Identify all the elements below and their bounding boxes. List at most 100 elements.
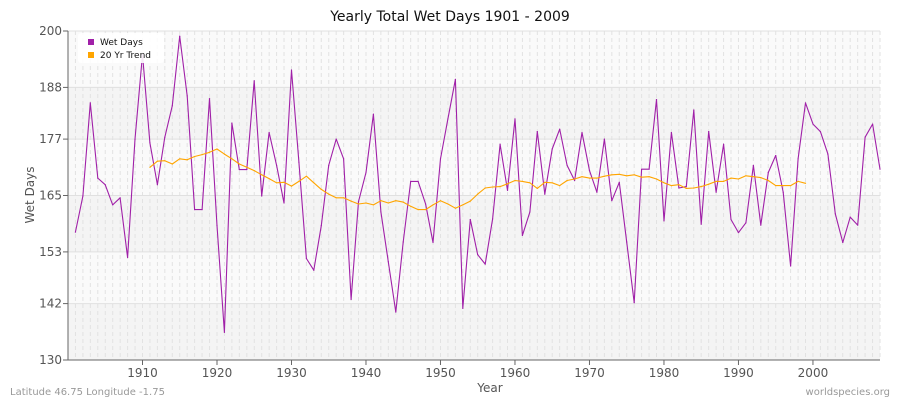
data-point xyxy=(298,161,300,163)
data-point xyxy=(305,257,307,260)
data-point xyxy=(320,188,322,190)
data-point xyxy=(544,181,546,183)
data-point xyxy=(790,185,792,187)
data-point xyxy=(477,254,479,256)
data-point xyxy=(350,298,352,300)
data-point xyxy=(410,180,412,182)
legend: Wet Days 20 Yr Trend xyxy=(78,33,164,63)
data-point xyxy=(782,191,784,193)
data-point xyxy=(208,151,211,153)
data-point xyxy=(194,155,196,158)
data-point xyxy=(708,183,710,185)
data-point xyxy=(387,261,389,263)
data-point xyxy=(380,211,382,213)
data-point xyxy=(320,224,322,227)
data-point xyxy=(551,182,553,184)
data-point xyxy=(223,153,226,155)
data-point xyxy=(432,204,434,206)
data-point xyxy=(171,163,173,165)
data-point xyxy=(581,131,583,134)
data-point xyxy=(268,131,270,134)
data-point xyxy=(372,113,375,115)
data-point xyxy=(112,204,114,206)
data-point xyxy=(238,169,240,171)
data-point xyxy=(767,171,769,174)
data-point xyxy=(693,109,695,111)
data-point xyxy=(402,241,404,243)
data-point xyxy=(82,195,84,197)
data-point xyxy=(313,269,315,271)
data-point xyxy=(529,211,531,213)
data-point xyxy=(298,180,300,182)
data-point xyxy=(559,185,561,187)
x-tick-label: 1930 xyxy=(276,366,307,380)
data-point xyxy=(603,175,605,177)
data-point xyxy=(432,241,434,244)
wet-days-points xyxy=(74,35,881,333)
y-tick-label: 188 xyxy=(39,80,62,94)
data-point xyxy=(790,265,792,267)
data-point xyxy=(387,202,389,204)
data-point xyxy=(164,136,166,138)
data-point xyxy=(179,35,181,37)
data-point xyxy=(849,216,851,218)
x-tick-label: 2000 xyxy=(798,366,829,380)
y-tick-label: 130 xyxy=(39,353,62,367)
data-point xyxy=(879,168,881,170)
data-point xyxy=(715,191,717,193)
data-point xyxy=(350,200,352,202)
data-point xyxy=(760,224,762,226)
x-tick-label: 1910 xyxy=(127,366,158,380)
data-point xyxy=(186,159,188,161)
data-point xyxy=(633,174,635,176)
grid-band xyxy=(68,251,880,304)
data-point xyxy=(469,218,471,221)
legend-swatch-trend xyxy=(88,52,94,58)
data-point xyxy=(343,197,345,199)
data-point xyxy=(745,175,747,177)
trend-points xyxy=(149,148,807,211)
footer-source[interactable]: worldspecies.org xyxy=(806,387,890,398)
data-point xyxy=(812,123,814,125)
data-point xyxy=(283,181,285,183)
data-point xyxy=(603,138,605,140)
data-point xyxy=(462,204,464,206)
x-axis-label: Year xyxy=(476,381,502,395)
data-point xyxy=(715,180,717,182)
data-point xyxy=(648,176,650,178)
data-point xyxy=(194,209,196,211)
data-point xyxy=(678,187,680,189)
data-point xyxy=(708,130,710,133)
data-point xyxy=(469,200,471,202)
data-point xyxy=(275,182,278,184)
data-point xyxy=(506,189,509,191)
data-point xyxy=(424,209,427,211)
data-point xyxy=(670,131,673,134)
data-point xyxy=(201,154,203,156)
data-point xyxy=(89,102,91,104)
data-point xyxy=(179,158,181,160)
data-point xyxy=(454,207,456,209)
data-point xyxy=(290,185,293,187)
x-tick-label: 1970 xyxy=(574,366,605,380)
data-point xyxy=(126,256,129,259)
data-point xyxy=(678,184,680,186)
data-point xyxy=(842,241,844,244)
data-point xyxy=(618,181,620,183)
data-point xyxy=(201,209,203,211)
data-point xyxy=(499,143,501,145)
data-point xyxy=(372,204,375,206)
data-point xyxy=(737,178,740,180)
data-point xyxy=(641,176,643,178)
data-point xyxy=(730,177,732,179)
data-point xyxy=(514,179,516,182)
data-point xyxy=(134,138,136,140)
legend-label-trend: 20 Yr Trend xyxy=(100,51,151,61)
data-point xyxy=(499,185,501,188)
data-point xyxy=(261,195,263,197)
data-point xyxy=(417,209,419,211)
data-point xyxy=(655,99,658,101)
y-tick-label: 200 xyxy=(39,24,62,38)
grid-band xyxy=(68,87,880,140)
data-point xyxy=(447,118,449,120)
